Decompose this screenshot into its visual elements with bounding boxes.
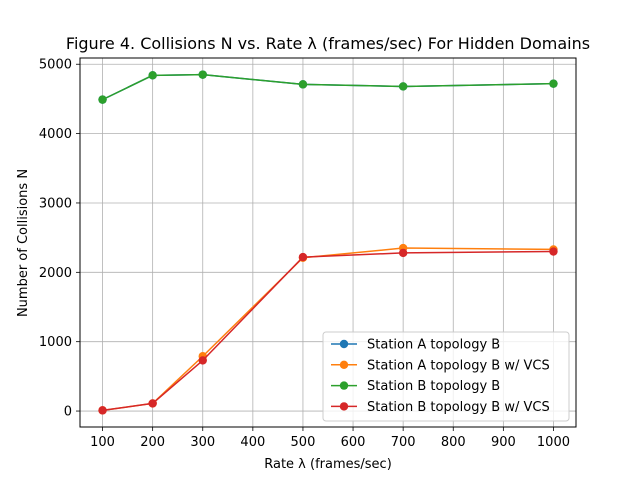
x-tick-label: 900 [491,435,516,450]
legend-label: Station B topology B [367,379,500,394]
legend-label: Station A topology B [367,338,500,353]
series-line [102,73,554,101]
axis-ticks: 100 200 300 400 500 600 700 800 900 1000 0 1000 2000… [39,58,570,450]
data-point [98,406,107,415]
series-layer [98,70,558,415]
data-point [298,80,308,89]
data-point [148,399,157,408]
legend-item: Station B topology B w/ VCS [331,400,550,415]
legend-marker [339,402,349,411]
legend-item: Station A topology B w/ VCS [331,358,550,373]
legend-label: Station B topology B w/ VCS [367,400,550,415]
legend-item: Station B topology B [331,379,500,394]
data-point [549,247,558,256]
data-point [98,95,107,104]
y-tick-label: 1000 [39,335,72,350]
legend-box [322,331,570,422]
y-tick-label: 2000 [39,266,72,281]
x-tick-label: 1000 [537,435,570,450]
x-tick-label: 100 [90,435,115,450]
legend-item: Station A topology B [331,338,500,353]
x-tick-label: 500 [291,435,316,450]
chart-title: Figure 4. Collisions N vs. Rate λ (frame… [66,34,590,53]
x-tick-label: 300 [190,435,215,450]
legend-marker [339,339,349,349]
data-point [549,79,558,88]
data-point [398,248,408,258]
data-point [298,252,308,262]
x-tick-label: 800 [441,435,466,450]
x-tick-label: 200 [140,435,165,450]
plot-area-frame [79,57,577,428]
y-tick-label: 3000 [39,196,72,211]
legend: Station A topology B Station A topology B… [322,331,570,422]
y-tick-label: 4000 [39,127,72,142]
y-tick-label: 5000 [39,58,72,73]
x-tick-label: 600 [341,435,366,450]
series-3 [98,70,558,104]
y-tick-label: 0 [64,405,72,420]
data-point [198,356,207,365]
series-4 [98,247,558,415]
data-point [148,71,157,80]
legend-marker [339,360,349,369]
legend-marker [339,381,349,390]
data-point [398,82,408,91]
x-tick-label: 700 [391,435,416,450]
legend-label: Station A topology B w/ VCS [367,358,550,373]
x-axis-label: Rate λ (frames/sec) [264,457,392,472]
series-line [102,250,554,412]
data-point [198,70,207,79]
x-tick-label: 400 [240,435,265,450]
y-axis-label: Number of Collisions N [16,169,31,317]
